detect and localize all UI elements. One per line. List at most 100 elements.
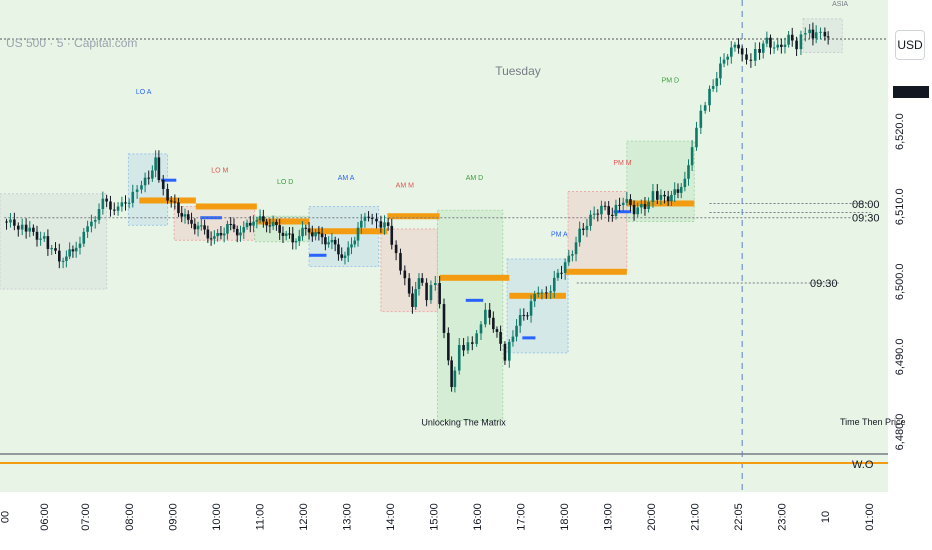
candle-body [386,222,390,226]
candle-body [173,201,177,203]
candle-body [213,236,216,239]
candle-body [340,254,344,258]
x-tick-label: 09:00 [167,503,179,531]
y-tick-label: 6,520.0 [894,113,906,150]
candle-body [284,233,288,236]
x-tick-label: 19:00 [603,503,615,531]
right-label-0930-top: 09:30 [852,213,880,225]
x-tick-label: 07:00 [80,503,92,531]
candle-body [327,242,330,245]
candle-body [245,222,249,228]
candle-body [74,247,78,252]
blue-level-4 [522,336,536,340]
x-tick-label: 10 [820,511,832,523]
orange-level-1 [195,203,257,210]
candle-body [708,88,711,106]
candle-body [425,282,428,301]
right-label-0930: 09:30 [810,278,838,290]
candle-body [131,191,135,203]
candle-body [370,217,374,219]
annotation-tuesday: Tuesday [495,64,541,78]
annotation-unlocking-the-matrix: Unlocking The Matrix [421,418,506,428]
candle-body [808,29,811,34]
candle-body [600,205,603,215]
candle-body [726,56,729,60]
x-tick-label: 01:00 [864,503,876,531]
candle-body [560,272,563,274]
candle-body [574,242,578,255]
candle-body [438,283,441,305]
x-tick-label: 12:00 [298,503,310,531]
candle-body [356,227,360,241]
annotation-pm-a: PM A [551,232,568,239]
candle-body [375,218,378,222]
candle-body [780,44,783,47]
candle-body [643,204,647,209]
candle-body [518,315,522,326]
candle-body [433,283,437,286]
candle-body [343,255,347,258]
symbol-title[interactable]: US 500 · 5 · Capital.com [6,36,138,50]
annotation-lo-d: LO D [277,179,293,186]
blue-level-0 [161,178,177,182]
candle-body [151,170,154,179]
candle-body [193,223,197,230]
candle-body [429,285,433,301]
candle-body [105,198,108,202]
candle-body [663,194,666,197]
annotation-am-d: AM D [466,175,484,182]
candle-body [200,225,203,227]
candle-body [333,239,337,245]
candle-body [265,221,268,226]
candle-body [9,219,12,223]
candle-body [488,309,492,318]
candle-body [475,333,478,344]
candle-body [383,222,386,228]
candle-body [28,227,32,232]
candle-body [20,224,24,230]
x-tick-label: 18:00 [559,503,571,531]
candle-body [291,233,295,243]
candle-body [68,249,71,257]
candle-body [359,220,363,228]
candle-body [209,238,213,240]
candle-body [317,232,321,234]
candle-body [585,225,589,230]
candle-body [50,248,53,250]
candle-body [157,157,161,181]
candle-body [589,214,592,226]
candle-body [320,233,324,238]
orange-level-7 [565,268,627,275]
candle-body [563,262,567,273]
candle-body [578,228,581,243]
candle-body [625,199,629,203]
y-tick-label: 6,490.0 [894,339,906,376]
candle-body [229,224,233,226]
candle-body [166,188,169,201]
candle-body [758,49,761,53]
candle-body [203,225,206,230]
candle-body [632,204,636,215]
candle-body [761,43,765,53]
currency-button[interactable]: USD [895,30,925,60]
am-m-box [380,228,438,313]
candle-body [549,291,552,293]
candle-body [753,49,757,61]
candle-body [453,370,457,388]
candle-body [112,209,116,211]
annotation-pm-m: PM M [613,160,631,167]
candle-body [288,233,291,235]
candle-body [457,345,461,371]
candle-body [71,249,75,252]
candle-body [337,244,340,255]
candle-body [307,228,311,233]
candle-body [301,227,304,237]
time-axis[interactable] [0,492,932,550]
candle-body [403,270,407,279]
candle-body [740,48,744,55]
candle-body [673,189,677,195]
x-tick-label: 15:00 [428,503,440,531]
candle-body [492,317,495,330]
candle-body [537,292,540,294]
